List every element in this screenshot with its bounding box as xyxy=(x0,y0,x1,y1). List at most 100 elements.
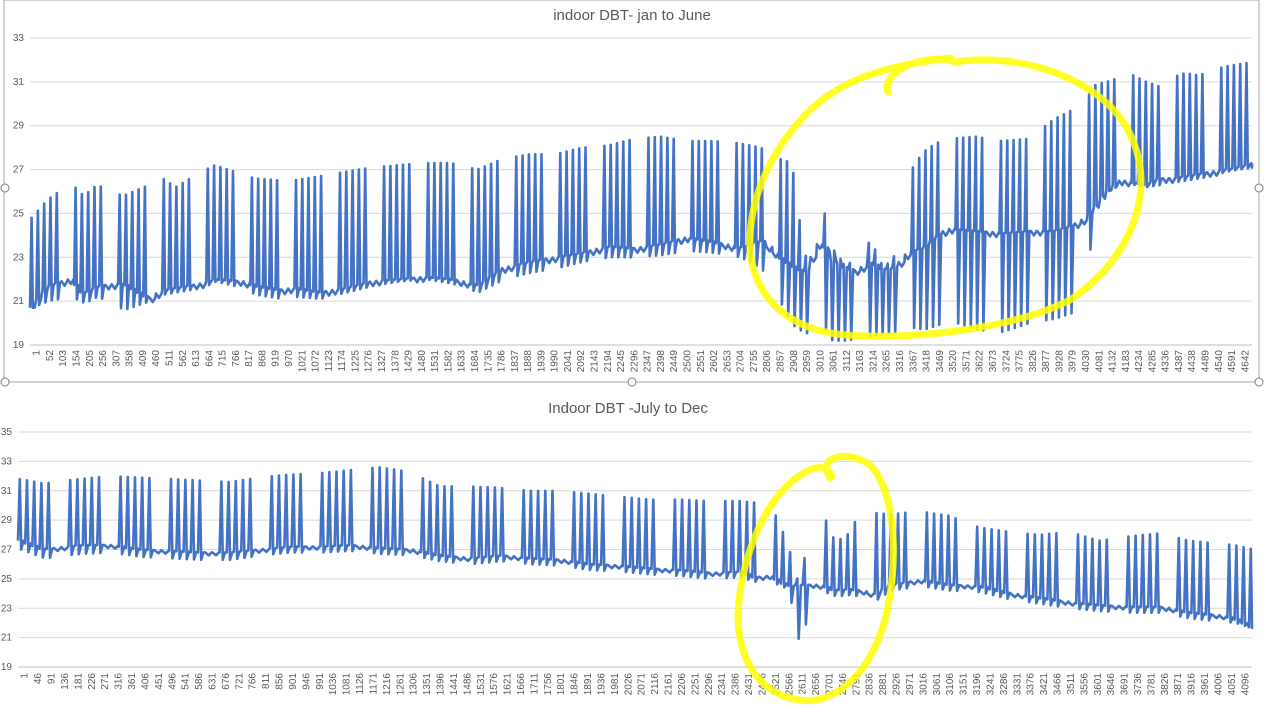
resize-handle[interactable] xyxy=(0,377,10,387)
x-tick-label: 1990 xyxy=(550,350,561,373)
x-tick-label: 2398 xyxy=(656,350,667,373)
x-tick-label: 4096 xyxy=(1240,673,1251,696)
x-tick-label: 46 xyxy=(33,673,44,685)
x-tick-label: 1306 xyxy=(409,673,420,696)
x-tick-label: 226 xyxy=(87,673,98,690)
x-tick-label: 1261 xyxy=(395,673,406,696)
x-tick-label: 4336 xyxy=(1161,350,1172,373)
x-tick-label: 1327 xyxy=(377,350,388,373)
x-tick-label: 2611 xyxy=(798,673,809,695)
resize-handle[interactable] xyxy=(627,377,637,387)
x-tick-label: 3916 xyxy=(1187,673,1198,696)
x-tick-label: 4642 xyxy=(1240,350,1251,373)
x-tick-label: 3877 xyxy=(1041,350,1052,373)
x-tick-label: 664 xyxy=(204,350,215,367)
series-line xyxy=(28,61,1254,342)
x-tick-label: 1936 xyxy=(596,673,607,696)
x-tick-label: 1072 xyxy=(311,350,322,373)
x-tick-label: 3367 xyxy=(908,350,919,373)
x-tick-label: 1396 xyxy=(436,673,447,696)
x-tick-label: 3826 xyxy=(1160,673,1171,696)
x-tick-label: 1081 xyxy=(342,673,353,696)
x-tick-label: 1711 xyxy=(529,673,540,695)
x-tick-label: 1633 xyxy=(457,350,468,373)
x-tick-label: 613 xyxy=(191,350,202,367)
y-tick-label: 29 xyxy=(1,515,13,526)
x-tick-label: 3010 xyxy=(815,350,826,373)
x-tick-label: 919 xyxy=(271,350,282,367)
x-tick-label: 1480 xyxy=(417,350,428,373)
series-line xyxy=(16,466,1254,641)
x-tick-label: 256 xyxy=(98,350,109,367)
x-tick-label: 4540 xyxy=(1214,350,1225,373)
highlight-annotations xyxy=(734,54,1145,705)
resize-handle[interactable] xyxy=(1254,183,1264,193)
x-tick-label: 2116 xyxy=(650,673,661,695)
x-tick-label: 4285 xyxy=(1147,350,1158,373)
x-tick-label: 1981 xyxy=(610,673,621,696)
x-tick-label: 271 xyxy=(100,673,111,690)
y-tick-label: 21 xyxy=(1,633,13,644)
chart-title: Indoor DBT -July to Dec xyxy=(548,400,708,417)
x-tick-label: 3511 xyxy=(1066,673,1077,695)
resize-handle[interactable] xyxy=(0,183,10,193)
grid-lines xyxy=(18,431,1252,668)
x-tick-label: 3928 xyxy=(1054,350,1065,373)
x-tick-label: 136 xyxy=(60,673,71,690)
resize-handle[interactable] xyxy=(1254,377,1264,387)
x-tick-label: 2347 xyxy=(643,350,654,373)
x-tick-label: 3826 xyxy=(1028,350,1039,373)
x-tick-label: 1 xyxy=(32,350,43,356)
x-tick-label: 3724 xyxy=(1001,350,1012,373)
y-tick-label: 31 xyxy=(1,486,13,497)
y-tick-label: 33 xyxy=(13,33,25,44)
x-tick-label: 2806 xyxy=(762,350,773,373)
x-tick-label: 406 xyxy=(140,673,151,690)
x-tick-label: 562 xyxy=(178,350,189,367)
x-tick-label: 3691 xyxy=(1120,673,1131,696)
x-tick-label: 3979 xyxy=(1068,350,1079,373)
y-tick-label: 35 xyxy=(1,427,13,438)
x-tick-label: 2161 xyxy=(664,673,675,696)
x-tick-label: 2026 xyxy=(623,673,634,696)
x-tick-label: 1021 xyxy=(297,350,308,373)
x-tick-label: 2341 xyxy=(717,673,728,696)
x-tick-label: 4591 xyxy=(1227,350,1238,373)
x-tick-label: 3466 xyxy=(1053,673,1064,696)
x-tick-label: 1036 xyxy=(328,673,339,696)
x-tick-label: 2194 xyxy=(603,350,614,373)
x-tick-label: 1174 xyxy=(337,350,348,372)
y-tick-label: 23 xyxy=(13,252,25,263)
x-tick-label: 1801 xyxy=(556,673,567,696)
highlight-circle-bottom xyxy=(734,452,897,705)
x-tick-label: 361 xyxy=(127,673,138,690)
x-tick-label: 946 xyxy=(301,673,312,690)
y-tick-label: 25 xyxy=(13,208,25,219)
x-tick-label: 1531 xyxy=(430,350,441,373)
x-tick-label: 856 xyxy=(275,673,286,690)
x-tick-label: 721 xyxy=(234,673,245,690)
x-tick-label: 2551 xyxy=(696,350,707,373)
x-tick-label: 2791 xyxy=(851,673,862,696)
x-tick-label: 2704 xyxy=(736,350,747,373)
x-tick-label: 205 xyxy=(85,350,96,367)
x-tick-label: 766 xyxy=(231,350,242,367)
y-tick-label: 19 xyxy=(13,340,25,351)
x-tick-label: 1846 xyxy=(570,673,581,696)
x-tick-label: 3331 xyxy=(1012,673,1023,696)
x-tick-label: 460 xyxy=(151,350,162,367)
highlight-circle-top xyxy=(746,54,1145,340)
x-tick-label: 52 xyxy=(45,350,56,362)
x-axis-ticks: 1 46 91 136 181 226 271 316 361 406 451 496 541 586 63… xyxy=(20,673,1252,696)
x-tick-label: 1837 xyxy=(510,350,521,373)
x-tick-label: 3781 xyxy=(1146,673,1157,696)
x-tick-label: 1582 xyxy=(443,350,454,373)
x-tick-label: 1666 xyxy=(516,673,527,696)
x-tick-label: 2143 xyxy=(590,350,601,373)
x-tick-label: 4234 xyxy=(1134,350,1145,373)
x-tick-label: 991 xyxy=(315,673,326,690)
x-tick-label: 1486 xyxy=(462,673,473,696)
y-tick-label: 27 xyxy=(13,165,25,176)
x-tick-label: 2500 xyxy=(682,350,693,373)
x-tick-label: 3571 xyxy=(961,350,972,373)
